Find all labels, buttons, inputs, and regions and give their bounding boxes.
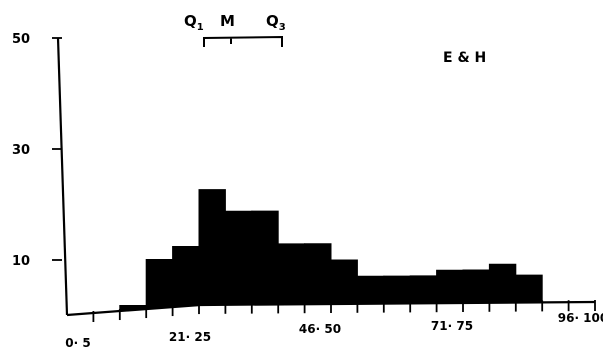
histogram-bar-86-90 bbox=[515, 274, 543, 304]
y-tick-label: 50 bbox=[12, 32, 30, 47]
y-tick-label: 10 bbox=[12, 254, 30, 269]
histogram-bar-51-55 bbox=[330, 259, 358, 305]
median-label: M bbox=[220, 12, 235, 30]
histogram-bar-71-75 bbox=[436, 269, 464, 304]
x-tick-label: 21· 25 bbox=[169, 330, 211, 344]
y-ticks: 50 30 10 bbox=[12, 32, 62, 269]
x-tick-label: 71· 75 bbox=[431, 319, 473, 333]
histogram-bar-41-45 bbox=[277, 243, 306, 305]
histogram-bar-21-25 bbox=[172, 246, 200, 308]
quartile-bracket bbox=[203, 35, 283, 47]
histogram-bar-16-20 bbox=[145, 259, 174, 310]
chart-title: E & H bbox=[443, 50, 486, 66]
x-tick-label: 0· 5 bbox=[65, 336, 90, 350]
x-tick-label: 96· 100 bbox=[558, 311, 603, 325]
x-tick-label: 46· 50 bbox=[299, 322, 341, 336]
histogram-bar-31-35 bbox=[224, 210, 253, 306]
histogram-bar-76-80 bbox=[462, 269, 490, 304]
histogram-bar-36-40 bbox=[251, 210, 279, 306]
histogram-bar-46-50 bbox=[304, 243, 332, 305]
q1-label: Q1 bbox=[184, 12, 204, 33]
bars bbox=[119, 189, 543, 312]
histogram-bar-66-70 bbox=[409, 275, 438, 304]
histogram-bar-81-85 bbox=[488, 263, 517, 304]
y-tick-label: 30 bbox=[12, 143, 30, 158]
quartile-annotation: Q1 M Q3 bbox=[184, 12, 286, 47]
histogram-bar-26-30 bbox=[198, 189, 226, 306]
histogram-bar-56-60 bbox=[356, 275, 385, 305]
histogram-bar-61-65 bbox=[383, 275, 411, 305]
q3-label: Q3 bbox=[266, 12, 286, 33]
y-axis bbox=[56, 37, 69, 316]
